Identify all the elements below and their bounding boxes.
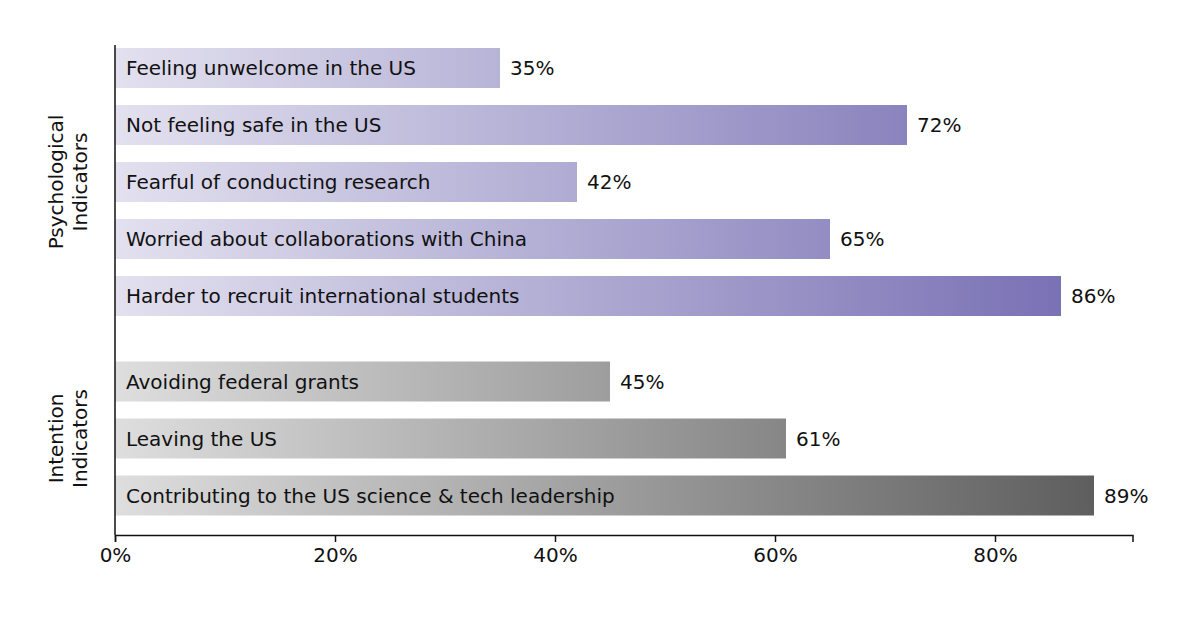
bar <box>115 362 610 402</box>
y-axis-line <box>114 45 116 535</box>
x-tick: 80% <box>973 535 1017 567</box>
bar <box>115 419 786 459</box>
bar <box>115 219 830 259</box>
x-tick: 40% <box>533 535 577 567</box>
x-tick-mark <box>775 535 777 542</box>
bar <box>115 276 1061 316</box>
x-tick-mark <box>555 535 557 542</box>
x-axis: 0% 20% 40% 60% 80% <box>100 535 1133 567</box>
data-label: 35% <box>510 56 554 80</box>
group-label-line: Indicators <box>68 133 92 232</box>
category-label: Avoiding federal grants <box>126 370 359 394</box>
bar <box>115 48 500 88</box>
category-label: Contributing to the US science & tech le… <box>126 484 615 508</box>
bar <box>115 476 1094 516</box>
category-label: Feeling unwelcome in the US <box>126 56 416 80</box>
x-tick: 20% <box>313 535 357 567</box>
x-tick-mark <box>995 535 997 542</box>
data-label: 86% <box>1071 284 1115 308</box>
category-label: Harder to recruit international students <box>126 284 519 308</box>
x-tick-label: 80% <box>973 543 1017 567</box>
data-label: 45% <box>620 370 664 394</box>
category-label: Not feeling safe in the US <box>126 113 381 137</box>
category-label: Leaving the US <box>126 427 277 451</box>
group-label-line: Psychological <box>44 115 68 250</box>
data-label: 72% <box>917 113 961 137</box>
x-axis-line <box>116 536 1134 543</box>
bar <box>115 105 907 145</box>
group-label: PsychologicalIndicators <box>44 115 92 250</box>
data-label: 42% <box>587 170 631 194</box>
x-tick: 0% <box>100 535 132 567</box>
group-label: IntentionIndicators <box>44 389 92 488</box>
data-label: 89% <box>1104 484 1148 508</box>
x-tick-label: 0% <box>100 543 132 567</box>
group-label-line: Intention <box>44 394 68 484</box>
chart: Feeling unwelcome in the US 35% Not feelin… <box>0 0 1200 618</box>
x-tick-label: 60% <box>753 543 797 567</box>
data-label: 65% <box>840 227 884 251</box>
x-tick-mark <box>335 535 337 542</box>
x-tick-mark <box>115 535 117 542</box>
group-label-line: Indicators <box>68 389 92 488</box>
x-tick-label: 40% <box>533 543 577 567</box>
x-tick-label: 20% <box>313 543 357 567</box>
labels: Feeling unwelcome in the US 35% Not feelin… <box>44 56 1148 508</box>
category-label: Fearful of conducting research <box>126 170 430 194</box>
bars <box>115 48 1094 516</box>
x-tick: 60% <box>753 535 797 567</box>
bar <box>115 162 577 202</box>
category-label: Worried about collaborations with China <box>126 227 527 251</box>
data-label: 61% <box>796 427 840 451</box>
